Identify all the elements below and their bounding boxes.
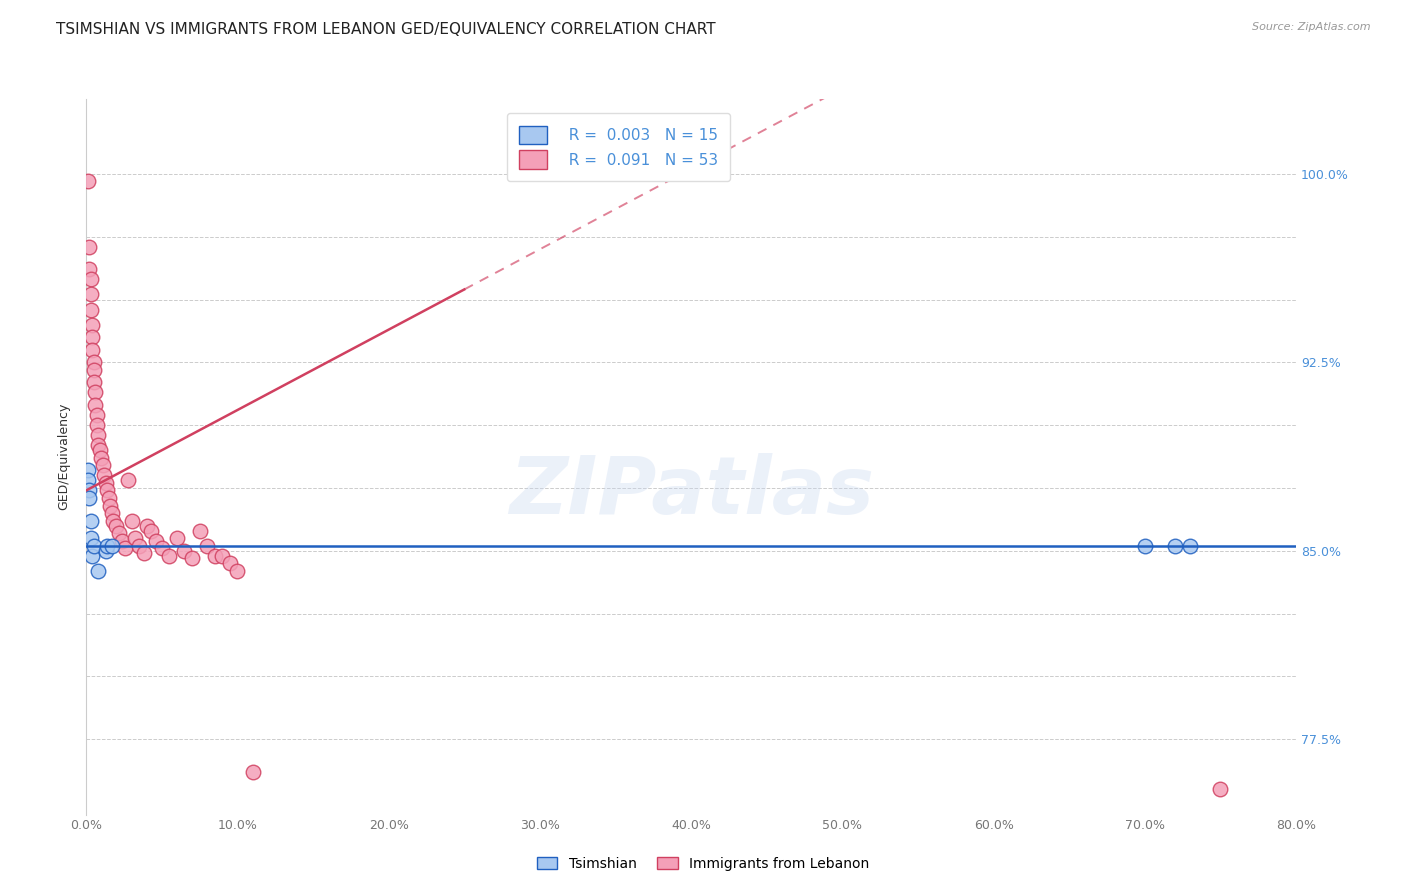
Legend: Tsimshian, Immigrants from Lebanon: Tsimshian, Immigrants from Lebanon <box>531 851 875 876</box>
Point <box>76 174 98 188</box>
Point <box>84 385 107 400</box>
Point <box>173 543 195 558</box>
Point <box>97 491 120 505</box>
Point <box>87 428 110 442</box>
Point <box>80 531 103 545</box>
Point <box>76 474 98 488</box>
Point <box>90 450 112 465</box>
Point <box>105 518 128 533</box>
Point <box>204 549 226 563</box>
Point <box>124 531 146 545</box>
Point <box>117 474 139 488</box>
Point <box>101 539 124 553</box>
Point <box>96 483 118 498</box>
Point <box>242 764 264 779</box>
Point <box>101 506 124 520</box>
Y-axis label: GED/Equivalency: GED/Equivalency <box>58 403 70 510</box>
Point <box>82 330 104 344</box>
Point <box>218 557 240 571</box>
Point <box>181 551 204 566</box>
Point <box>111 533 134 548</box>
Point <box>188 524 211 538</box>
Point <box>86 418 108 433</box>
Point <box>94 475 117 490</box>
Point <box>87 564 110 578</box>
Point <box>128 539 150 553</box>
Point <box>96 539 118 553</box>
Point <box>80 272 103 286</box>
Point <box>135 518 157 533</box>
Point <box>76 463 98 477</box>
Point <box>87 438 110 452</box>
Text: Source: ZipAtlas.com: Source: ZipAtlas.com <box>1253 22 1371 32</box>
Point <box>93 468 115 483</box>
Point <box>89 443 111 458</box>
Point <box>91 458 114 473</box>
Point <box>84 398 107 412</box>
Point <box>77 262 100 277</box>
Text: ZIPatlas: ZIPatlas <box>509 453 873 532</box>
Point <box>211 549 233 563</box>
Point <box>108 526 131 541</box>
Point <box>226 564 249 578</box>
Point <box>145 533 167 548</box>
Point <box>77 491 100 505</box>
Point <box>80 287 103 301</box>
Text: TSIMSHIAN VS IMMIGRANTS FROM LEBANON GED/EQUIVALENCY CORRELATION CHART: TSIMSHIAN VS IMMIGRANTS FROM LEBANON GED… <box>56 22 716 37</box>
Point <box>114 541 136 556</box>
Point <box>1164 539 1187 553</box>
Point <box>157 549 180 563</box>
Point <box>166 531 188 545</box>
Point <box>83 376 105 390</box>
Point <box>77 240 100 254</box>
Point <box>82 549 104 563</box>
Point <box>121 514 143 528</box>
Point <box>82 318 104 332</box>
Point <box>1133 539 1156 553</box>
Point <box>83 539 105 553</box>
Point <box>83 355 105 369</box>
Point <box>80 514 103 528</box>
Point <box>83 363 105 377</box>
Point <box>82 343 104 357</box>
Point <box>195 539 218 553</box>
Point <box>80 302 103 317</box>
Legend:   R =  0.003   N = 15,   R =  0.091   N = 53: R = 0.003 N = 15, R = 0.091 N = 53 <box>508 113 730 181</box>
Point <box>141 524 163 538</box>
Point <box>1180 539 1202 553</box>
Point <box>1209 782 1232 797</box>
Point <box>103 514 125 528</box>
Point <box>77 483 100 498</box>
Point <box>94 543 117 558</box>
Point <box>86 408 108 422</box>
Point <box>132 546 155 560</box>
Point <box>150 541 173 556</box>
Point <box>98 499 121 513</box>
